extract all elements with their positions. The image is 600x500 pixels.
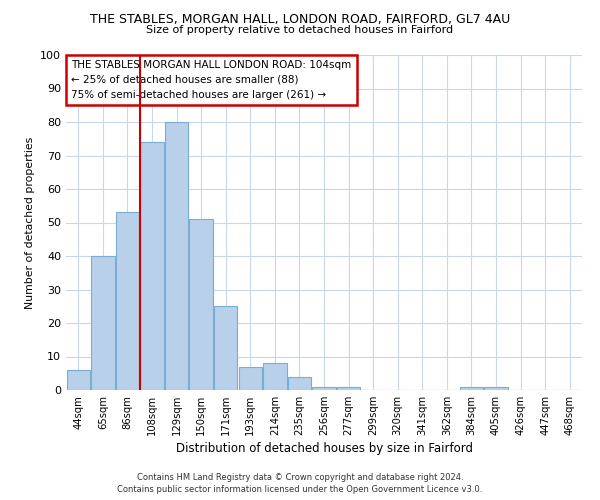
- Text: Contains HM Land Registry data © Crown copyright and database right 2024.
Contai: Contains HM Land Registry data © Crown c…: [118, 472, 482, 494]
- Bar: [288, 376, 311, 390]
- Text: THE STABLES, MORGAN HALL, LONDON ROAD, FAIRFORD, GL7 4AU: THE STABLES, MORGAN HALL, LONDON ROAD, F…: [90, 12, 510, 26]
- Bar: [190, 219, 213, 390]
- Bar: [67, 370, 90, 390]
- Bar: [460, 386, 483, 390]
- Bar: [337, 386, 360, 390]
- Bar: [214, 306, 238, 390]
- Bar: [165, 122, 188, 390]
- Bar: [484, 386, 508, 390]
- Bar: [116, 212, 139, 390]
- Bar: [239, 366, 262, 390]
- Y-axis label: Number of detached properties: Number of detached properties: [25, 136, 35, 308]
- X-axis label: Distribution of detached houses by size in Fairford: Distribution of detached houses by size …: [176, 442, 473, 455]
- Bar: [263, 363, 287, 390]
- Text: Size of property relative to detached houses in Fairford: Size of property relative to detached ho…: [146, 25, 454, 35]
- Bar: [313, 386, 335, 390]
- Text: THE STABLES MORGAN HALL LONDON ROAD: 104sqm
← 25% of detached houses are smaller: THE STABLES MORGAN HALL LONDON ROAD: 104…: [71, 60, 352, 100]
- Bar: [140, 142, 164, 390]
- Bar: [91, 256, 115, 390]
